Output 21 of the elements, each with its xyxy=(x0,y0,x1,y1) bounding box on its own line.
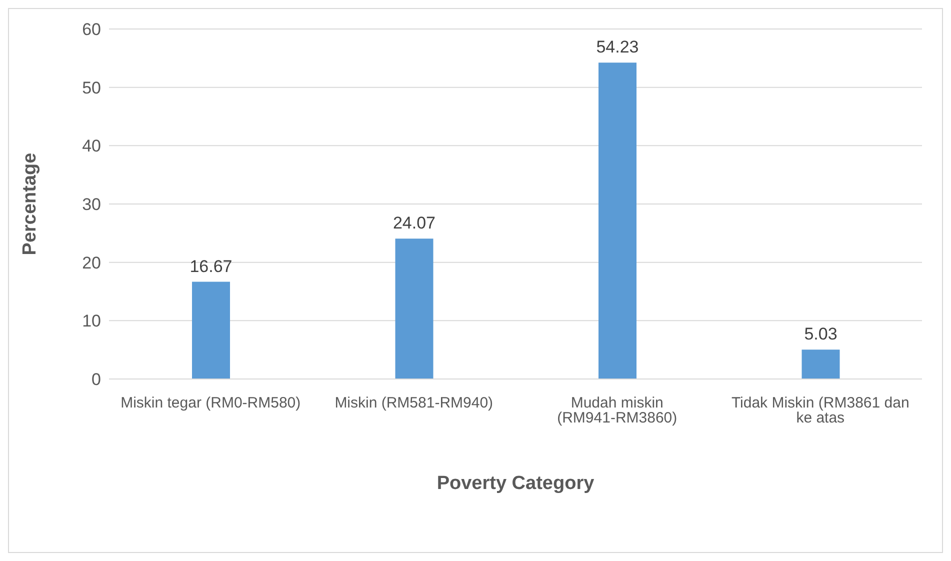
y-tick-label: 50 xyxy=(82,78,101,98)
bar xyxy=(395,238,434,379)
bar xyxy=(192,282,230,379)
bar xyxy=(598,62,636,379)
data-label: 24.07 xyxy=(392,214,436,233)
x-tick-label: Tidak Miskin (RM3861 dan ke atas xyxy=(731,394,910,427)
y-axis-title: Percentage xyxy=(20,152,41,256)
x-tick-label: Mudah miskin (RM941-RM3860) xyxy=(557,394,678,427)
x-axis-title: Poverty Category xyxy=(436,473,595,494)
y-tick-label: 0 xyxy=(92,370,101,390)
y-tick-label: 20 xyxy=(82,253,101,272)
data-label: 16.67 xyxy=(190,256,232,276)
y-tick-label: 60 xyxy=(82,20,101,40)
bar xyxy=(802,350,840,379)
x-tick-label: Miskin tegar (RM0-RM580) xyxy=(120,394,301,412)
data-label: 5.03 xyxy=(804,324,838,344)
y-tick-label: 40 xyxy=(82,136,101,156)
x-tick-label: Miskin (RM581-RM940) xyxy=(334,394,494,412)
y-tick-label: 30 xyxy=(82,195,101,214)
y-tick-label: 10 xyxy=(82,312,101,331)
data-label: 54.23 xyxy=(596,38,639,57)
